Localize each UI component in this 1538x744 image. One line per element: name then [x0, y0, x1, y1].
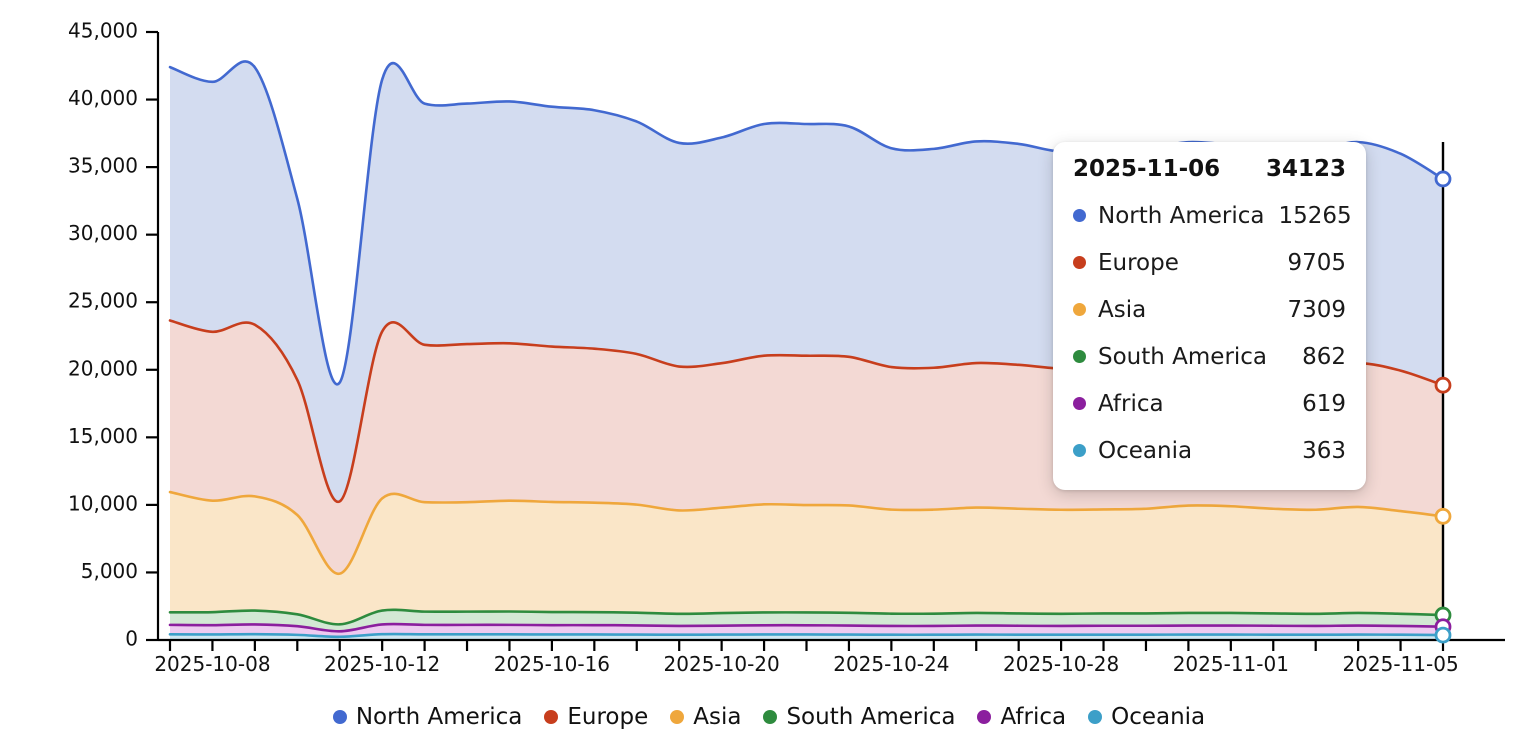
hover-markers: [1434, 170, 1452, 644]
y-tick-label: 25,000: [68, 289, 138, 313]
tooltip-row: Oceania 363: [1073, 427, 1346, 474]
tooltip-rows: North America 15265 Europe 9705 Asia 7309 Sout…: [1073, 192, 1352, 474]
x-tick-label: 2025-10-24: [833, 652, 949, 676]
line-south-america: [168, 608, 1445, 626]
legend-color-dot: [1088, 710, 1103, 724]
tooltip-row: South America 862: [1073, 333, 1346, 380]
area-asia: [170, 492, 1443, 640]
tooltip-series-value: 9705: [1287, 249, 1346, 276]
y-tick-label: 35,000: [68, 154, 138, 178]
tooltip-row: Asia 7309: [1073, 286, 1346, 333]
tooltip-series-value: 15265: [1278, 202, 1352, 229]
tooltip-date: 2025-11-06: [1073, 156, 1221, 182]
legend-label: North America: [355, 704, 523, 730]
marker-asia: [1434, 507, 1452, 525]
x-tick-label: 2025-10-20: [664, 652, 780, 676]
legend-item-south-america[interactable]: South America: [763, 704, 955, 730]
chart-legend[interactable]: North America Europe Asia South America Afri…: [0, 704, 1538, 730]
legend-color-dot: [544, 710, 559, 724]
legend-label: South America: [786, 704, 956, 730]
y-tick-label: 5,000: [81, 559, 138, 583]
x-tick-label: 2025-11-01: [1173, 652, 1289, 676]
tooltip-series-label: Oceania: [1098, 437, 1193, 464]
legend-item-europe[interactable]: Europe: [544, 704, 648, 730]
x-tick-label: 2025-10-16: [494, 652, 610, 676]
series-color-dot: [1073, 256, 1086, 269]
tooltip-series-value: 363: [1302, 437, 1346, 464]
legend-label: Africa: [1000, 704, 1067, 730]
tooltip-series-value: 7309: [1287, 296, 1346, 323]
y-axis-tick-labels: 0 5,000 10,000 15,000 20,000 25,000 30,000 35,0…: [68, 19, 138, 651]
legend-color-dot: [763, 710, 778, 724]
tooltip-row: Europe 9705: [1073, 239, 1346, 286]
chart-axes: [146, 30, 1505, 651]
tooltip-row: North America 15265: [1073, 192, 1352, 239]
tooltip-series-label: Asia: [1098, 296, 1147, 323]
hover-tooltip: 2025-11-06 34123 North America 15265 Europ…: [1053, 142, 1366, 490]
series-color-dot: [1073, 209, 1086, 222]
tooltip-series-label: North America: [1098, 202, 1265, 229]
y-tick-label: 20,000: [68, 356, 138, 380]
legend-color-dot: [332, 710, 347, 724]
y-tick-label: 40,000: [68, 86, 138, 110]
line-oceania: [168, 632, 1445, 639]
marker-oceania: [1434, 626, 1452, 644]
legend-item-africa[interactable]: Africa: [977, 704, 1066, 730]
marker-europe: [1434, 376, 1452, 394]
y-tick-label: 30,000: [68, 221, 138, 245]
legend-color-dot: [670, 710, 685, 724]
series-color-dot: [1073, 303, 1086, 316]
tooltip-row: Africa 619: [1073, 380, 1346, 427]
series-color-dot: [1073, 444, 1086, 457]
legend-label: Oceania: [1111, 704, 1206, 730]
tooltip-series-label: South America: [1098, 343, 1268, 370]
y-tick-label: 10,000: [68, 491, 138, 515]
tooltip-series-value: 862: [1302, 343, 1346, 370]
series-color-dot: [1073, 350, 1086, 363]
tooltip-series-label: Africa: [1098, 390, 1164, 417]
x-axis-tick-labels: 2025-10-08 2025-10-12 2025-10-16 2025-10-20…: [154, 652, 1458, 676]
tooltip-total: 34123: [1265, 156, 1346, 182]
legend-color-dot: [977, 710, 992, 724]
x-tick-label: 2025-10-12: [324, 652, 440, 676]
legend-item-north-america[interactable]: North America: [332, 704, 523, 730]
x-tick-label: 2025-11-05: [1342, 652, 1458, 676]
legend-label: Asia: [693, 704, 742, 730]
tooltip-series-label: Europe: [1098, 249, 1179, 276]
x-tick-label: 2025-10-28: [1003, 652, 1119, 676]
tooltip-series-value: 619: [1302, 390, 1346, 417]
line-africa: [168, 622, 1445, 633]
line-asia: [168, 490, 1445, 575]
x-tick-label: 2025-10-08: [154, 652, 270, 676]
y-tick-label: 0: [125, 627, 138, 651]
y-tick-label: 15,000: [68, 424, 138, 448]
series-color-dot: [1073, 397, 1086, 410]
marker-north-america: [1434, 170, 1452, 188]
legend-item-asia[interactable]: Asia: [670, 704, 741, 730]
tooltip-header: 2025-11-06 34123: [1073, 156, 1346, 182]
legend-label: Europe: [567, 704, 649, 730]
y-tick-label: 45,000: [68, 19, 138, 43]
legend-item-oceania[interactable]: Oceania: [1088, 704, 1205, 730]
